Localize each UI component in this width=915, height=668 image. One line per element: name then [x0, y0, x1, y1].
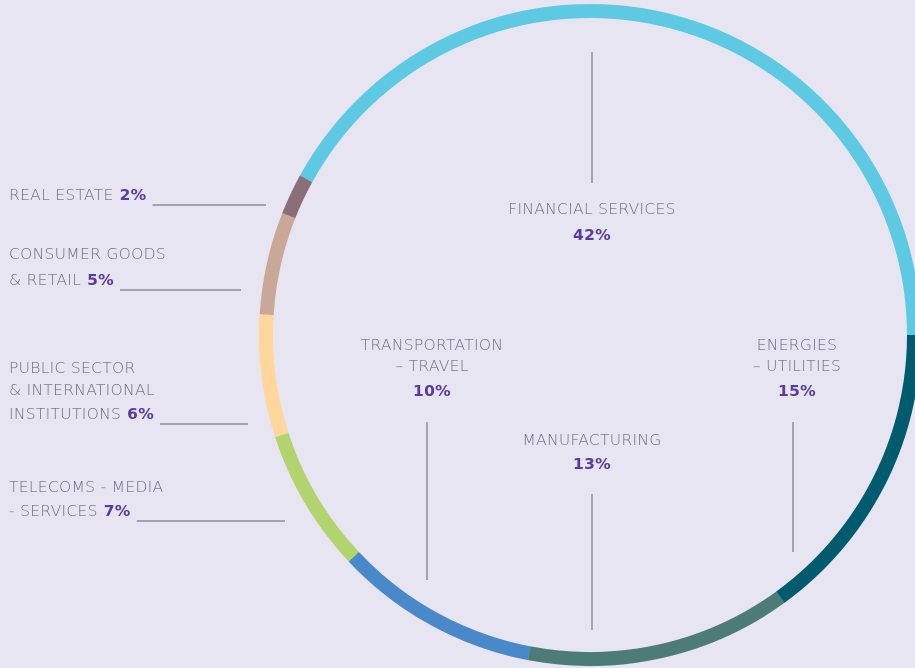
- value-label: 2%: [120, 186, 147, 204]
- segment-label: CONSUMER GOODS: [9, 245, 166, 263]
- segment-label: MANUFACTURING: [522, 431, 661, 449]
- value-label: 10%: [413, 382, 451, 400]
- segment-label: & RETAIL: [9, 271, 81, 289]
- segment-label: INSTITUTIONS: [9, 405, 121, 423]
- ring-segment: [259, 213, 296, 316]
- segment-label: TRANSPORTATION: [361, 336, 504, 354]
- ring-segment: [259, 314, 289, 438]
- segment-label: PUBLIC SECTOR: [9, 359, 136, 377]
- ring-segment: [776, 334, 915, 603]
- ring-segment: [299, 4, 915, 336]
- value-label: 7%: [104, 502, 131, 520]
- value-label: 13%: [573, 455, 611, 473]
- segment-label: ENERGIES: [757, 336, 838, 354]
- value-label: 5%: [87, 271, 114, 289]
- segment-label: REAL ESTATE: [9, 186, 114, 204]
- ring-segment: [275, 432, 359, 562]
- value-label: 6%: [127, 405, 154, 423]
- segment-label: - SERVICES: [9, 502, 98, 520]
- segment-label: – UTILITIES: [753, 357, 841, 375]
- segment-label: & INTERNATIONAL: [9, 381, 155, 399]
- ring-segment: [527, 591, 785, 666]
- ring-segment: [282, 175, 313, 219]
- ring-segment: [348, 551, 531, 661]
- segment-label: FINANCIAL SERVICES: [508, 200, 675, 218]
- value-label: 15%: [778, 382, 816, 400]
- segment-label: TELECOMS - MEDIA: [9, 478, 164, 496]
- segment-label: – TRAVEL: [395, 357, 468, 375]
- value-label: 42%: [573, 226, 611, 244]
